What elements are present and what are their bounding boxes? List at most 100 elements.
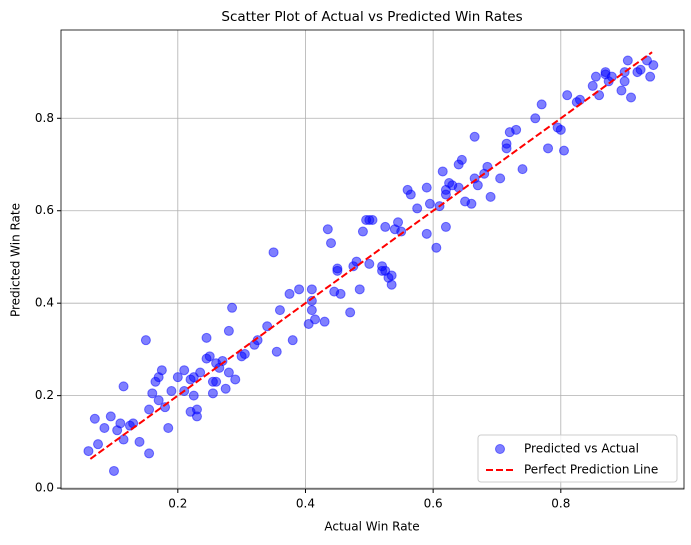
scatter-point [310,314,321,325]
scatter-point [156,365,167,376]
scatter-point [332,263,343,274]
scatter-point [93,439,104,450]
scatter-point [440,221,451,232]
scatter-point [284,288,295,299]
scatter-point [115,418,126,429]
scatter-point [469,131,480,142]
scatter-point [648,60,659,71]
scatter-point [207,388,218,399]
y-tick-label: 0.0 [35,481,54,495]
scatter-point [456,154,467,165]
scatter-point [622,55,633,66]
scatter-point [421,228,432,239]
scatter-point [386,270,397,281]
legend-label: Perfect Prediction Line [524,463,658,477]
legend-label: Predicted vs Actual [524,442,639,456]
scatter-point [217,355,228,366]
y-tick-label: 0.2 [35,388,54,402]
scatter-point [543,143,554,154]
scatter-point [153,395,164,406]
x-tick-label: 0.6 [424,497,443,511]
x-axis-label: Actual Win Rate [324,520,419,534]
scatter-point [166,386,177,397]
scatter-point [345,307,356,318]
scatter-point [357,226,368,237]
scatter-point [424,198,435,209]
scatter-point [140,335,151,346]
plot-frame [60,29,685,490]
scatter-point [179,365,190,376]
chart-title: Scatter Plot of Actual vs Predicted Win … [221,9,522,25]
scatter-point [472,180,483,191]
scatter-point [626,92,637,103]
scatter-point [160,402,171,413]
scatter-point [405,189,416,200]
y-axis-label: Predicted Win Rate [9,203,23,317]
scatter-point [294,284,305,295]
scatter-point [105,411,116,422]
scatter-point [195,367,206,378]
scatter-point [227,302,238,313]
scatter-point [134,436,145,447]
scatter-point [322,224,333,235]
legend-box [477,434,678,483]
scatter-point [83,446,94,457]
scatter-point [201,332,212,343]
scatter-point [271,346,282,357]
scatter-point [188,390,199,401]
scatter-point [517,164,528,175]
scatter-point [118,434,129,445]
scatter-point [108,465,119,476]
scatter-point [431,242,442,253]
legend-marker [495,444,505,454]
scatter-point [274,305,285,316]
scatter-point [89,413,100,424]
x-tick-label: 0.4 [296,497,315,511]
scatter-point [367,214,378,225]
scatter-point [645,71,656,82]
scatter-point [118,381,129,392]
scatter-point [619,76,630,87]
scatter-point [501,143,512,154]
scatter-point [466,198,477,209]
scatter-point [144,448,155,459]
scatter-point [485,191,496,202]
scatter-point [495,173,506,184]
scatter-point [144,404,155,415]
scatter-point [223,325,234,336]
scatter-point [354,284,365,295]
scatter-point [635,64,646,75]
scatter-point [306,295,317,306]
scatter-point [326,238,337,249]
prediction-line [89,51,653,460]
scatter-point [587,80,598,91]
scatter-point [319,316,330,327]
scatter-point [364,258,375,269]
scatter-point [453,182,464,193]
scatter-point [99,422,110,433]
scatter-point [380,221,391,232]
scatter-point [306,305,317,316]
scatter-point [590,71,601,82]
scatter-point [393,217,404,228]
scatter-point [616,85,627,96]
scatter-point [440,189,451,200]
scatter-point [606,71,617,82]
scatter-point [386,279,397,290]
scatter-point [163,422,174,433]
scatter-point [220,383,231,394]
scatter-point [204,351,215,362]
scatter-point [574,94,585,105]
y-tick-label: 0.8 [35,111,54,125]
scatter-point [536,99,547,110]
scatter-point [530,113,541,124]
scatter-point [558,145,569,156]
scatter-point [239,349,250,360]
scatter-point [230,374,241,385]
scatter-point [268,247,279,258]
scatter-point [335,288,346,299]
y-tick-label: 0.4 [35,296,54,310]
scatter-point [191,411,202,422]
scatter-point [412,203,423,214]
